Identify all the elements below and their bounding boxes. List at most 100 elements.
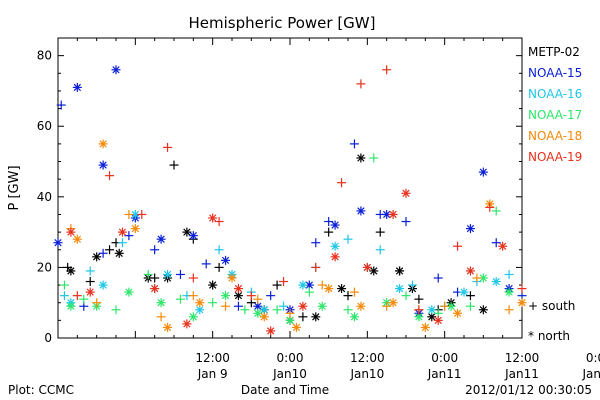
star-stroke-d2 xyxy=(260,313,268,321)
y-tick-label: 40 xyxy=(37,190,52,204)
point-north-noaa-19 xyxy=(150,284,160,294)
x-tick-time-label: 0:00 xyxy=(586,351,600,365)
star-stroke-d2 xyxy=(337,284,346,293)
point-south-metp-02 xyxy=(214,262,224,272)
x-tick-date-label: Jan11 xyxy=(427,367,462,381)
star-stroke-d2 xyxy=(331,253,339,261)
point-north-noaa-15 xyxy=(72,82,82,92)
point-south-noaa-16 xyxy=(279,301,289,311)
point-south-noaa-17 xyxy=(240,305,250,315)
point-south-noaa-19 xyxy=(382,65,392,75)
star-stroke-d2 xyxy=(67,302,75,310)
point-north-noaa-19 xyxy=(388,209,398,219)
point-north-noaa-17 xyxy=(188,312,198,322)
point-south-noaa-19 xyxy=(72,291,82,301)
point-south-noaa-16 xyxy=(59,291,69,301)
star-stroke-d2 xyxy=(325,284,333,293)
point-south-noaa-18 xyxy=(221,301,231,311)
point-south-noaa-18 xyxy=(317,280,327,290)
y-tick-label: 80 xyxy=(37,49,52,63)
point-north-noaa-18 xyxy=(324,284,334,294)
point-north-metp-02 xyxy=(478,305,488,315)
x-tick-date-label: Jan12 xyxy=(581,367,600,381)
point-south-metp-02 xyxy=(343,291,353,301)
star-stroke-d2 xyxy=(112,66,120,74)
point-north-metp-02 xyxy=(208,280,218,290)
star-stroke-d2 xyxy=(118,228,127,236)
marker-legend-entry: + south xyxy=(528,299,575,313)
x-tick-time-label: 12:00 xyxy=(195,351,230,365)
point-south-noaa-17 xyxy=(343,305,353,315)
y-tick-label: 0 xyxy=(44,331,52,345)
point-north-noaa-19 xyxy=(266,326,276,336)
point-south-metp-02 xyxy=(414,294,424,304)
point-north-noaa-19 xyxy=(208,213,218,223)
point-south-noaa-15 xyxy=(349,139,359,149)
star-stroke-d2 xyxy=(479,168,487,176)
point-south-noaa-18 xyxy=(285,308,295,318)
star-stroke-d2 xyxy=(312,313,320,321)
point-north-metp-02 xyxy=(182,227,192,237)
star-stroke-d2 xyxy=(254,302,262,310)
point-south-noaa-18 xyxy=(382,301,392,311)
point-north-noaa-16 xyxy=(491,277,501,287)
point-south-noaa-19 xyxy=(414,305,424,315)
star-stroke-d2 xyxy=(395,267,404,275)
point-south-noaa-19 xyxy=(485,202,495,212)
point-north-metp-02 xyxy=(395,266,405,276)
star-stroke-d2 xyxy=(492,277,500,286)
point-north-noaa-15 xyxy=(156,234,166,244)
point-south-noaa-19 xyxy=(137,209,147,219)
legend-entry: NOAA-17 xyxy=(528,108,582,122)
star-stroke-d2 xyxy=(479,274,487,282)
point-south-noaa-15 xyxy=(311,238,321,248)
star-stroke-d2 xyxy=(99,140,107,148)
point-south-metp-02 xyxy=(105,245,115,255)
point-south-noaa-15 xyxy=(56,100,66,110)
star-stroke-d2 xyxy=(479,306,487,314)
point-south-noaa-17 xyxy=(272,305,282,315)
legend-entry: METP-02 xyxy=(528,45,580,59)
star-stroke-d2 xyxy=(421,323,429,332)
point-north-noaa-18 xyxy=(227,273,237,283)
star-stroke-d2 xyxy=(183,228,191,236)
point-south-noaa-18 xyxy=(253,294,263,304)
star-stroke-d2 xyxy=(370,267,378,275)
point-south-noaa-18 xyxy=(440,301,450,311)
point-north-noaa-15 xyxy=(188,231,198,241)
star-stroke-d2 xyxy=(99,281,107,289)
point-south-metp-02 xyxy=(85,277,95,287)
y-tick-label: 20 xyxy=(37,260,52,274)
point-south-noaa-16 xyxy=(85,266,95,276)
star-stroke-d2 xyxy=(357,302,365,310)
star-stroke-d2 xyxy=(67,267,75,275)
point-south-noaa-18 xyxy=(472,273,482,283)
star-stroke-d2 xyxy=(183,320,191,328)
star-stroke-d2 xyxy=(389,299,397,307)
point-south-noaa-18 xyxy=(504,305,514,315)
point-south-metp-02 xyxy=(375,227,385,237)
star-stroke-d2 xyxy=(67,228,75,236)
point-north-noaa-17 xyxy=(66,301,76,311)
legend-entry: NOAA-18 xyxy=(528,129,582,143)
star-stroke-d2 xyxy=(196,306,204,314)
star-stroke-d2 xyxy=(466,267,475,275)
star-stroke-d2 xyxy=(157,299,165,307)
point-north-noaa-17 xyxy=(504,287,514,297)
point-north-metp-02 xyxy=(114,248,124,258)
star-stroke-d2 xyxy=(73,83,81,92)
star-stroke-d2 xyxy=(402,189,410,197)
point-north-noaa-19 xyxy=(85,287,95,297)
point-north-noaa-18 xyxy=(356,301,366,311)
star-stroke-d2 xyxy=(73,235,81,243)
star-stroke-d2 xyxy=(209,214,217,222)
point-north-noaa-18 xyxy=(453,308,463,318)
point-north-noaa-16 xyxy=(163,269,173,279)
series-noaa-17 xyxy=(59,153,514,325)
point-south-noaa-17 xyxy=(304,287,314,297)
star-stroke-d2 xyxy=(505,288,513,296)
point-south-metp-02 xyxy=(169,160,179,170)
star-stroke-d2 xyxy=(221,256,230,265)
point-north-metp-02 xyxy=(356,153,366,163)
